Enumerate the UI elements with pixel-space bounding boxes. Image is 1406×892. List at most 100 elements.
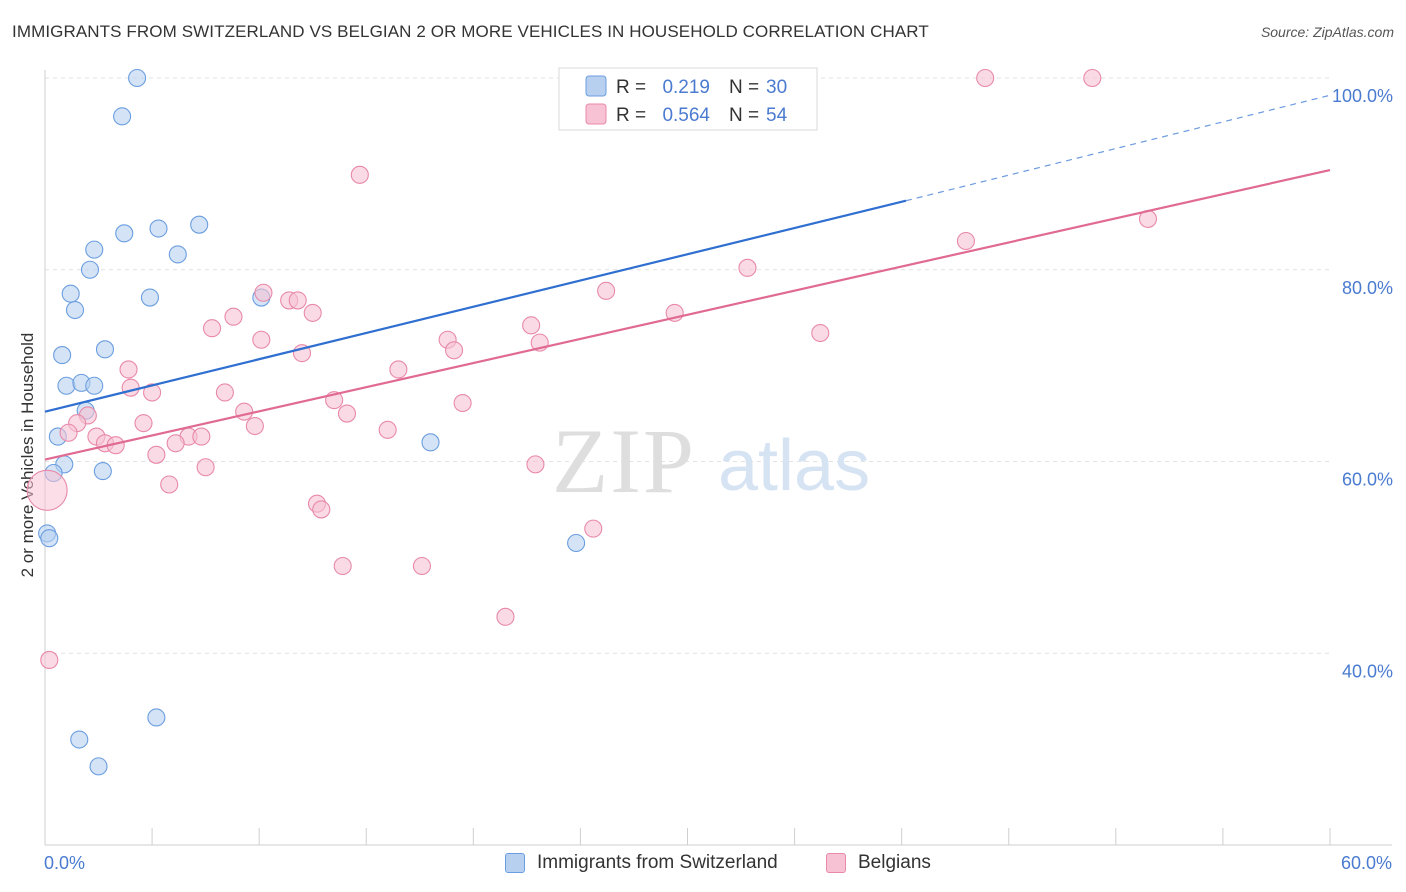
point-belgians-23 — [121, 378, 140, 397]
trend-line-blue — [44, 199, 907, 413]
source-label: Source: ZipAtlas.com — [1260, 24, 1394, 40]
legend-r-value-blue: 0.219 — [662, 77, 710, 98]
chart-title: IMMIGRANTS FROM SWITZERLAND VS BELGIAN 2… — [12, 22, 929, 41]
point-belgians-28 — [235, 402, 254, 421]
y-tick-label-40: 40.0% — [1342, 661, 1393, 681]
bottom-legend: Immigrants from Switzerland Belgians — [0, 852, 1406, 878]
point-belgians-41 — [166, 434, 185, 453]
point-belgians-11 — [224, 307, 243, 326]
stats-legend: R = 0.219 N = 30 R = 0.564 N = 54 — [558, 67, 818, 131]
point-switzerland-17 — [85, 376, 104, 395]
point-belgians-38 — [192, 427, 211, 446]
point-switzerland-22 — [93, 462, 112, 481]
point-belgians-33 — [245, 416, 264, 436]
legend-swatch-pink — [585, 103, 607, 125]
point-belgians-4 — [956, 231, 975, 251]
point-belgians-15 — [811, 323, 830, 343]
point-belgians-25 — [215, 383, 234, 402]
point-belgians-35 — [59, 423, 78, 442]
legend-item-switzerland: Immigrants from Switzerland — [505, 852, 778, 874]
axes — [44, 70, 1392, 846]
point-switzerland-5 — [190, 215, 209, 234]
point-belgians-16 — [252, 330, 271, 349]
point-belgians-46 — [26, 469, 68, 511]
point-belgians-9 — [288, 291, 307, 310]
point-belgians-42 — [147, 445, 166, 464]
point-belgians-50 — [333, 556, 352, 576]
legend-item-belgians: Belgians — [826, 852, 931, 874]
point-belgians-0 — [976, 68, 995, 88]
point-belgians-2 — [350, 165, 369, 184]
trend-line-pink — [44, 168, 1331, 461]
legend-label-switzerland: Immigrants from Switzerland — [537, 852, 778, 873]
watermark-atlas: atlas — [718, 426, 870, 506]
point-belgians-34 — [378, 420, 397, 439]
point-belgians-13 — [203, 319, 222, 338]
point-switzerland-20 — [421, 433, 440, 452]
legend-label-belgians: Belgians — [858, 852, 931, 873]
trend-lines — [44, 94, 1331, 461]
watermark-zip: ZIP — [552, 410, 696, 512]
point-switzerland-8 — [80, 260, 100, 279]
point-belgians-6 — [597, 281, 616, 300]
data-points — [26, 68, 1158, 776]
point-switzerland-0 — [128, 68, 147, 88]
x-tick-label-0: 0.0% — [44, 853, 85, 873]
legend-r-label-blue: R = — [616, 77, 646, 98]
point-belgians-5 — [738, 258, 757, 277]
point-switzerland-7 — [168, 245, 187, 264]
point-switzerland-29 — [89, 757, 108, 776]
legend-n-value-pink: 54 — [766, 105, 788, 126]
point-switzerland-1 — [113, 107, 132, 126]
legend-swatch-blue — [585, 75, 607, 97]
y-tick-label-80: 80.0% — [1342, 278, 1393, 298]
point-belgians-1 — [1083, 68, 1102, 88]
trend-line-extension-blue — [905, 94, 1331, 202]
point-belgians-53 — [40, 650, 59, 670]
point-belgians-51 — [412, 556, 431, 576]
point-switzerland-6 — [85, 240, 104, 259]
point-belgians-14 — [522, 316, 541, 335]
y-tick-label-60: 60.0% — [1342, 470, 1393, 490]
point-belgians-10 — [303, 303, 322, 322]
legend-n-value-blue: 30 — [766, 77, 787, 98]
point-switzerland-15 — [57, 376, 76, 395]
point-switzerland-26 — [567, 533, 586, 553]
x-tick-label-60: 60.0% — [1341, 853, 1392, 873]
point-belgians-48 — [312, 500, 331, 519]
point-switzerland-12 — [65, 300, 85, 320]
legend-swatch-switzerland — [505, 853, 525, 873]
point-switzerland-14 — [53, 346, 72, 365]
point-switzerland-3 — [115, 224, 134, 243]
legend-n-label-pink: N = — [729, 105, 759, 126]
legend-r-label-pink: R = — [616, 105, 646, 126]
watermark: ZIP atlas — [552, 410, 870, 512]
point-belgians-21 — [389, 360, 408, 379]
legend-swatch-belgians — [826, 853, 846, 873]
point-belgians-7 — [254, 283, 273, 302]
point-belgians-44 — [196, 458, 215, 477]
legend-r-value-pink: 0.564 — [662, 105, 710, 126]
point-belgians-43 — [526, 455, 545, 474]
point-belgians-27 — [453, 393, 472, 413]
point-belgians-20 — [445, 341, 464, 360]
point-belgians-32 — [134, 414, 153, 433]
point-switzerland-9 — [61, 284, 80, 303]
y-tick-label-100: 100.0% — [1332, 86, 1393, 106]
point-belgians-29 — [337, 404, 357, 423]
gridlines — [45, 77, 1332, 654]
point-switzerland-25 — [40, 529, 59, 548]
tick-labels: 40.0% 60.0% 80.0% 100.0% 0.0% 60.0% — [44, 86, 1393, 873]
point-switzerland-10 — [140, 288, 159, 307]
point-switzerland-4 — [149, 219, 168, 238]
point-switzerland-27 — [147, 708, 166, 727]
point-belgians-45 — [160, 475, 179, 494]
point-belgians-24 — [143, 383, 162, 402]
legend-n-label-blue: N = — [729, 77, 759, 98]
point-switzerland-28 — [70, 730, 89, 749]
point-belgians-22 — [119, 360, 138, 379]
point-switzerland-13 — [95, 340, 115, 359]
point-belgians-52 — [496, 607, 515, 626]
point-belgians-49 — [584, 519, 603, 538]
